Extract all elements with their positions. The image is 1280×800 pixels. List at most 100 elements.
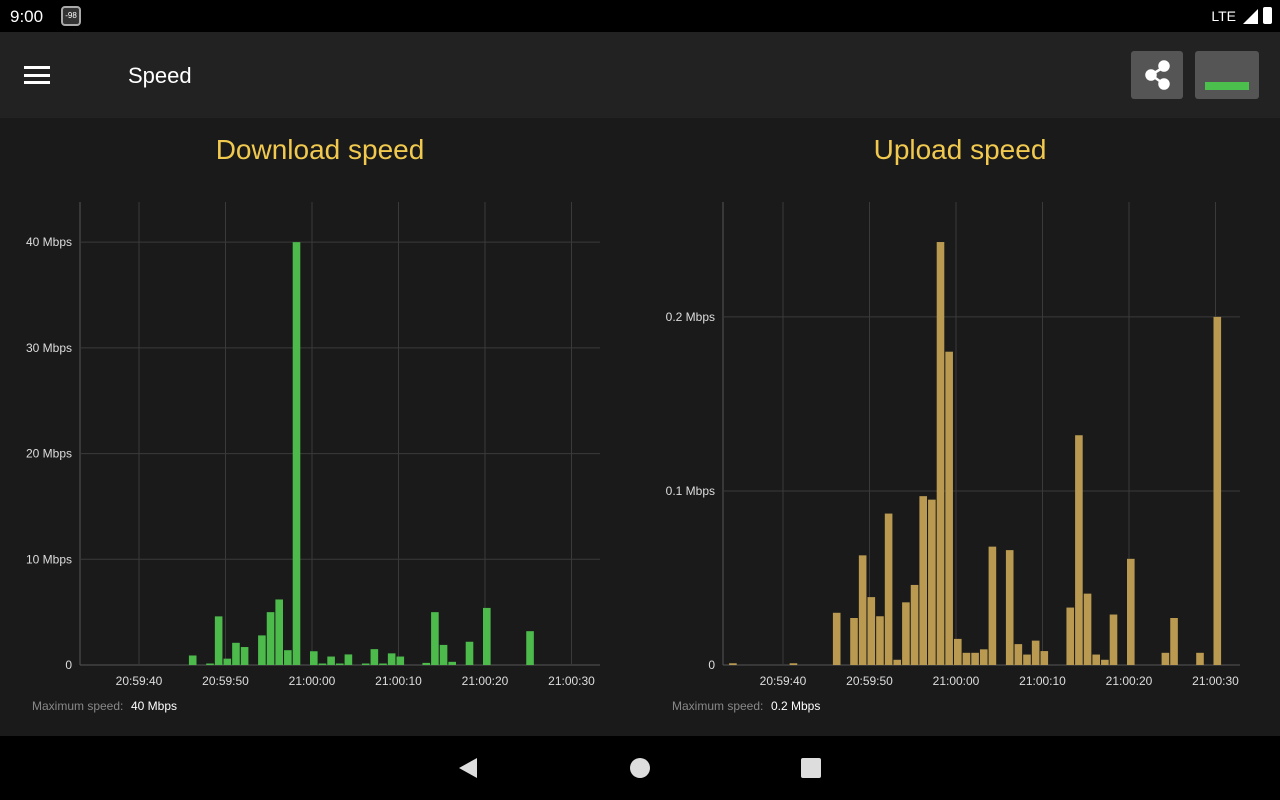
y-tick-label: 0 xyxy=(65,658,72,672)
upload-chart-title: Upload speed xyxy=(873,134,1047,165)
notification-badge-icon: -98 xyxy=(61,6,81,26)
speed-bar xyxy=(1092,654,1100,665)
speed-bar xyxy=(214,616,223,665)
speed-bar xyxy=(335,663,344,665)
upload-max-value: 0.2 Mbps xyxy=(771,699,821,713)
speed-bar xyxy=(1101,659,1109,665)
x-tick-label: 21:00:30 xyxy=(1192,674,1239,688)
y-tick-label: 30 Mbps xyxy=(26,341,72,355)
x-tick-label: 21:00:30 xyxy=(548,674,595,688)
speed-bar xyxy=(327,656,335,665)
speed-bar xyxy=(789,663,798,665)
x-tick-label: 20:59:40 xyxy=(116,674,163,688)
speed-bar xyxy=(431,612,439,665)
speed-bar xyxy=(344,654,353,665)
x-tick-label: 21:00:10 xyxy=(1019,674,1066,688)
share-icon xyxy=(1145,60,1170,90)
hamburger-menu-icon[interactable] xyxy=(24,66,50,84)
page-title: Speed xyxy=(128,63,192,88)
y-tick-label: 0 xyxy=(708,658,715,672)
speed-bar xyxy=(232,642,240,665)
speed-bar xyxy=(1040,651,1049,665)
speed-bar xyxy=(292,242,301,665)
speed-bar xyxy=(318,663,327,665)
speed-indicator-button[interactable] xyxy=(1195,51,1259,99)
speed-bar xyxy=(893,659,902,665)
navigation-bar xyxy=(0,736,1280,800)
recents-icon[interactable] xyxy=(801,758,821,778)
speed-bar xyxy=(258,635,266,665)
speed-bar xyxy=(1196,652,1204,665)
speed-bar xyxy=(310,651,318,665)
speed-bar xyxy=(1109,614,1118,665)
speed-bar xyxy=(729,663,737,665)
battery-icon xyxy=(1263,7,1272,24)
status-bar: 9:00 -98 LTE xyxy=(0,0,1280,32)
speed-bar xyxy=(936,242,945,666)
speed-bar xyxy=(188,655,197,665)
speed-bar xyxy=(1014,644,1023,665)
speed-bar xyxy=(919,496,927,665)
speed-bar xyxy=(1127,558,1135,665)
speed-bar xyxy=(884,513,893,665)
speed-bar xyxy=(1005,550,1014,665)
speed-bar xyxy=(1161,652,1170,665)
upload-max-label: Maximum speed: xyxy=(672,699,764,713)
speed-bar xyxy=(379,663,387,665)
speed-bar xyxy=(928,499,936,665)
speed-bar xyxy=(275,599,283,665)
x-tick-label: 21:00:20 xyxy=(1106,674,1153,688)
home-icon[interactable] xyxy=(630,758,650,778)
app-bar: Speed xyxy=(0,32,1280,118)
speed-bar xyxy=(361,663,370,665)
download-max-label: Maximum speed: xyxy=(32,699,124,713)
x-tick-label: 21:00:00 xyxy=(933,674,980,688)
x-tick-label: 20:59:40 xyxy=(760,674,807,688)
speed-bar xyxy=(439,644,448,665)
y-tick-label: 0.2 Mbps xyxy=(666,310,715,324)
share-button[interactable] xyxy=(1131,51,1183,99)
x-tick-label: 21:00:20 xyxy=(462,674,509,688)
speed-bar xyxy=(910,584,919,665)
y-tick-label: 20 Mbps xyxy=(26,447,72,461)
speed-bar xyxy=(832,612,841,665)
speed-bar xyxy=(1083,593,1092,665)
back-icon[interactable] xyxy=(459,758,477,778)
speed-bar xyxy=(266,612,275,665)
network-type: LTE xyxy=(1211,8,1236,24)
y-tick-label: 10 Mbps xyxy=(26,552,72,566)
y-tick-label: 0.1 Mbps xyxy=(666,484,715,498)
speed-bar xyxy=(1213,316,1222,665)
speed-bar xyxy=(1031,640,1040,665)
speed-bar xyxy=(387,653,396,665)
x-tick-label: 21:00:10 xyxy=(375,674,422,688)
speed-bar xyxy=(954,638,962,665)
x-tick-label: 20:59:50 xyxy=(202,674,249,688)
speed-bar xyxy=(1066,607,1075,665)
speed-bar xyxy=(240,647,249,665)
speed-bar xyxy=(876,616,884,665)
speed-bar xyxy=(448,661,456,665)
download-chart-title: Download speed xyxy=(215,134,425,165)
speed-bar xyxy=(850,618,858,665)
speed-bar xyxy=(1170,618,1178,665)
speed-bar xyxy=(971,652,979,665)
speed-bar xyxy=(206,663,214,665)
y-tick-label: 40 Mbps xyxy=(26,235,72,249)
signal-icon xyxy=(1243,9,1258,24)
speed-bar xyxy=(370,649,379,665)
speed-bar xyxy=(223,658,232,665)
speed-bar xyxy=(962,652,971,665)
speed-bar xyxy=(988,546,997,665)
x-tick-label: 21:00:00 xyxy=(289,674,336,688)
speed-bar xyxy=(902,602,910,665)
speed-bar xyxy=(284,650,292,665)
speed-bar xyxy=(1023,654,1031,665)
speed-bar xyxy=(979,649,988,665)
speed-bar xyxy=(858,555,867,665)
speed-bar xyxy=(526,631,534,665)
speed-bar-icon xyxy=(1205,82,1249,90)
x-tick-label: 20:59:50 xyxy=(846,674,893,688)
speed-bar xyxy=(945,351,953,665)
speed-bar xyxy=(465,641,474,665)
